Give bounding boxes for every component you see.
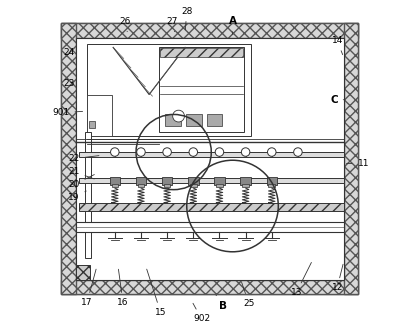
Text: 14: 14 [332, 36, 343, 55]
Bar [207, 114, 223, 126]
Text: 13: 13 [290, 263, 312, 297]
Bar [61, 280, 359, 294]
Circle shape [189, 148, 198, 156]
Bar [85, 132, 91, 258]
Circle shape [173, 110, 184, 122]
Bar [188, 177, 198, 185]
Bar [89, 121, 94, 129]
Bar [138, 184, 144, 187]
Bar [79, 178, 344, 183]
Text: 22: 22 [68, 154, 99, 163]
Text: 23: 23 [63, 79, 75, 88]
Text: 26: 26 [119, 17, 130, 32]
Text: 902: 902 [193, 303, 210, 323]
Bar [166, 114, 181, 126]
Circle shape [163, 148, 171, 156]
Circle shape [137, 148, 145, 156]
Circle shape [241, 148, 250, 156]
Circle shape [294, 148, 302, 156]
Bar [159, 47, 244, 132]
Text: 27: 27 [166, 17, 178, 32]
Bar [160, 48, 243, 57]
Bar [111, 184, 118, 187]
Bar [240, 177, 251, 185]
Bar [268, 184, 275, 187]
Bar [162, 177, 172, 185]
Text: 17: 17 [81, 269, 96, 307]
Bar [190, 184, 196, 187]
Text: 901: 901 [52, 108, 83, 117]
Bar [61, 23, 359, 38]
Bar [186, 114, 202, 126]
Bar [136, 177, 146, 185]
Bar [79, 152, 344, 157]
Text: 15: 15 [147, 269, 166, 317]
Circle shape [215, 148, 224, 156]
Text: 25: 25 [242, 282, 255, 308]
Bar [76, 38, 344, 280]
Bar [61, 23, 359, 294]
Text: 28: 28 [181, 7, 193, 30]
Bar [164, 184, 171, 187]
Bar [214, 177, 225, 185]
Bar [87, 95, 111, 136]
Bar [79, 203, 344, 211]
Text: A: A [228, 16, 237, 34]
Bar [109, 177, 120, 185]
Text: 20: 20 [68, 175, 94, 189]
Bar [243, 184, 249, 187]
Bar [61, 23, 76, 294]
Text: 24: 24 [63, 48, 74, 63]
Text: 12: 12 [332, 264, 343, 292]
Circle shape [111, 148, 119, 156]
Bar [344, 23, 359, 294]
Text: C: C [330, 95, 344, 105]
Text: 21: 21 [68, 167, 94, 179]
Text: B: B [216, 295, 227, 311]
Bar [87, 44, 250, 136]
Text: 16: 16 [117, 269, 129, 307]
Bar [267, 177, 277, 185]
Bar [216, 184, 223, 187]
Text: 19: 19 [68, 191, 86, 202]
Bar [76, 222, 344, 232]
Text: 11: 11 [347, 159, 369, 168]
Bar [76, 38, 344, 280]
Circle shape [267, 148, 276, 156]
Bar [76, 265, 90, 280]
